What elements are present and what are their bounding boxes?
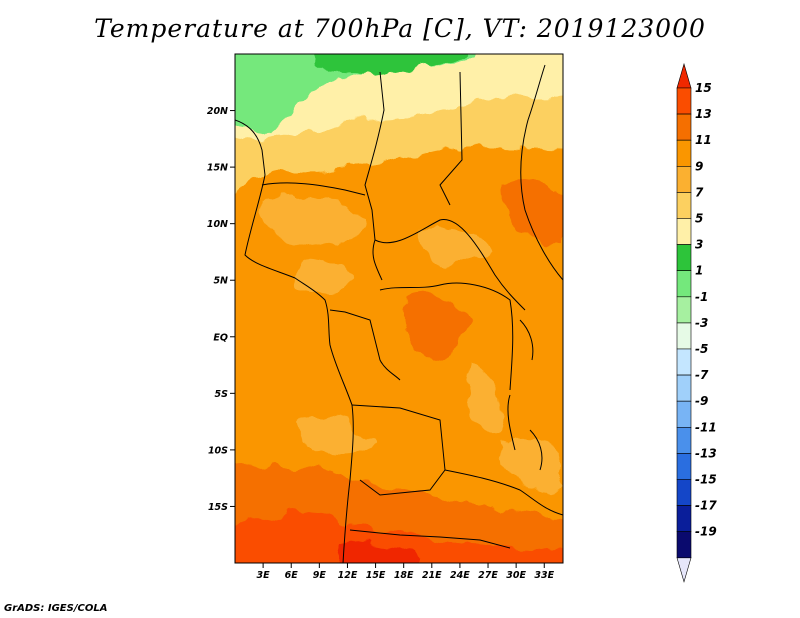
colorbar-label: -13 xyxy=(695,446,717,460)
lon-tick-label: 6E xyxy=(285,570,299,581)
coastline-west-africa xyxy=(235,119,354,563)
colorbar-label: -9 xyxy=(695,394,708,408)
lon-tick-label: 9E xyxy=(313,570,327,581)
colorbar-label: -3 xyxy=(695,316,708,330)
map-frame xyxy=(234,53,564,564)
colorbar-swatch xyxy=(676,166,692,193)
colorbar-label: -15 xyxy=(695,473,717,487)
border-sahel xyxy=(261,182,366,196)
lon-tick-label: 27E xyxy=(478,570,498,581)
field-patch-sahel-2 xyxy=(420,228,490,265)
colorbar-swatch xyxy=(676,374,692,402)
lat-tick-label: 15N xyxy=(207,163,228,174)
lon-tick-label: 21E xyxy=(422,570,442,581)
lakes-rift xyxy=(507,319,543,471)
colorbar-swatch xyxy=(676,427,692,454)
lat-tick-label: EQ xyxy=(213,332,228,343)
colorbar-swatch xyxy=(676,557,692,583)
colorbar-label: 3 xyxy=(695,238,703,252)
field-patch-central-warm xyxy=(400,296,470,354)
colorbar-label: -1 xyxy=(695,290,708,304)
lon-tick-label: 18E xyxy=(394,570,414,581)
colorbar-label: 1 xyxy=(695,264,703,278)
lon-tick-label: 3E xyxy=(257,570,271,581)
colorbar-label: -11 xyxy=(695,420,717,434)
lon-tick-label: 15E xyxy=(366,570,386,581)
colorbar-label: 11 xyxy=(695,133,712,147)
lon-tick-label: 33E xyxy=(534,570,554,581)
field-patch-south-hottest xyxy=(337,542,420,563)
colorbar-label: -7 xyxy=(695,368,709,382)
chart-title: Temperature at 700hPa [C], VT: 201912300… xyxy=(94,14,706,43)
field-band-south-hot xyxy=(235,511,563,563)
colorbar-swatch xyxy=(676,62,692,89)
field-band-north-green xyxy=(235,54,474,135)
lon-tick-label: 30E xyxy=(506,570,526,581)
border-n2 xyxy=(439,71,463,206)
colorbar-swatch xyxy=(676,218,692,245)
colorbar-swatch xyxy=(676,139,692,167)
colorbar-swatch xyxy=(676,348,692,376)
field-patch-east-pale xyxy=(500,436,563,491)
field-patch-east-warm xyxy=(500,178,563,242)
colorbar-swatch xyxy=(676,531,692,559)
lon-tick-label: 24E xyxy=(450,570,470,581)
border-n1 xyxy=(364,71,385,281)
field-band-north-darkgreen xyxy=(313,54,467,75)
border-gulf xyxy=(329,309,401,381)
political-boundaries xyxy=(235,64,563,563)
colorbar-label: 13 xyxy=(695,107,712,121)
latitude-axis: 20N 15N 10N 5N EQ 5S 10S 15S xyxy=(207,106,235,513)
border-south-3 xyxy=(349,529,511,549)
colorbar-swatch xyxy=(676,296,692,324)
border-central xyxy=(374,219,526,311)
longitude-axis: 3E 6E 9E 12E 15E 18E 21E 24E 27E 30E 33E xyxy=(257,563,555,581)
lat-tick-label: 10S xyxy=(208,445,228,456)
colorbar: 15 13 11 9 7 5 3 1 -1 -3 -5 -7 -9 -11 -13 -15 -17 -19 xyxy=(676,62,717,583)
colorbar-swatch xyxy=(676,322,692,350)
colorbar-swatch xyxy=(676,479,692,506)
border-south-2 xyxy=(444,469,563,516)
colorbar-swatch xyxy=(676,192,692,219)
border-congo xyxy=(379,282,514,391)
colorbar-label: 5 xyxy=(695,212,703,226)
colorbar-swatch xyxy=(676,400,692,428)
lat-tick-label: 5S xyxy=(215,389,229,400)
coastline-east-africa xyxy=(520,64,563,281)
field-patch-sahel-3 xyxy=(295,259,346,295)
field-patch-sahel-1 xyxy=(259,195,370,244)
colorbar-swatch xyxy=(676,87,692,115)
colorbar-label: 7 xyxy=(695,185,704,199)
lat-tick-label: 10N xyxy=(207,219,228,230)
colorbar-label: -5 xyxy=(695,342,708,356)
grads-credit: GrADS: IGES/COLA xyxy=(4,603,108,614)
lat-tick-label: 20N xyxy=(207,106,228,117)
colorbar-label: 15 xyxy=(695,81,712,95)
colorbar-swatch xyxy=(676,113,692,141)
colorbar-label: 9 xyxy=(695,159,703,173)
lon-tick-label: 12E xyxy=(338,570,358,581)
lat-tick-label: 5N xyxy=(213,276,228,287)
colorbar-label: -17 xyxy=(695,499,717,513)
temperature-field xyxy=(235,54,563,563)
colorbar-swatch xyxy=(676,453,692,480)
colorbar-swatch xyxy=(676,244,692,271)
colorbar-swatch xyxy=(676,505,692,532)
colorbar-label: -19 xyxy=(695,525,717,539)
colorbar-swatch xyxy=(676,270,692,298)
lat-tick-label: 15S xyxy=(208,502,228,513)
field-patch-rift-pale xyxy=(465,360,501,433)
